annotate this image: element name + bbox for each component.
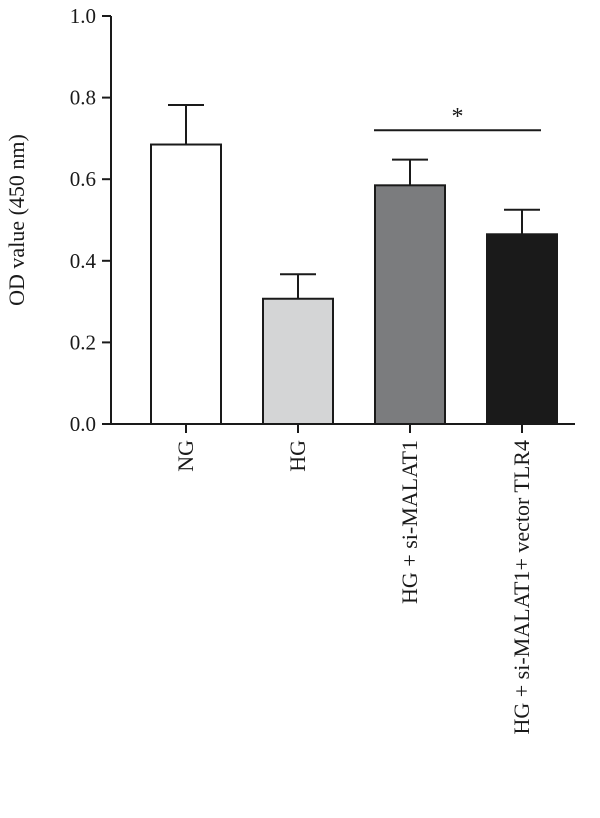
x-tick-label: HG	[285, 440, 310, 472]
error-bar-4	[504, 208, 540, 235]
bar-2	[262, 297, 334, 425]
y-axis-label: OD value (450 nm)	[4, 134, 29, 306]
y-tick-label: 0.4	[70, 249, 97, 273]
error-bar-3	[392, 158, 428, 186]
bar-1	[150, 143, 222, 426]
y-tick-label: 1.0	[70, 4, 96, 28]
x-axis: NG HG HG + si-MALAT1 HG + si-MALAT1+ vector…	[111, 423, 575, 735]
significance-star: *	[452, 104, 464, 130]
significance-annotations: *	[374, 104, 541, 132]
y-tick-label: 0.2	[70, 330, 96, 354]
error-bars	[168, 103, 540, 299]
y-tick-label: 0.8	[70, 86, 96, 110]
x-tick-label: NG	[173, 440, 198, 472]
bar-4	[486, 233, 558, 425]
y-tick-label: 0.6	[70, 167, 96, 191]
y-tick-label: 0.0	[70, 412, 96, 436]
error-bar-2	[280, 273, 316, 299]
x-tick-label: HG + si-MALAT1+ vector TLR4	[509, 440, 534, 735]
y-axis: 0.0 0.2 0.4 0.6 0.8 1.0	[70, 4, 112, 436]
bar-3	[374, 184, 446, 425]
error-bar-1	[168, 103, 204, 145]
x-tick-label: HG + si-MALAT1	[397, 440, 422, 604]
bars	[150, 143, 558, 426]
